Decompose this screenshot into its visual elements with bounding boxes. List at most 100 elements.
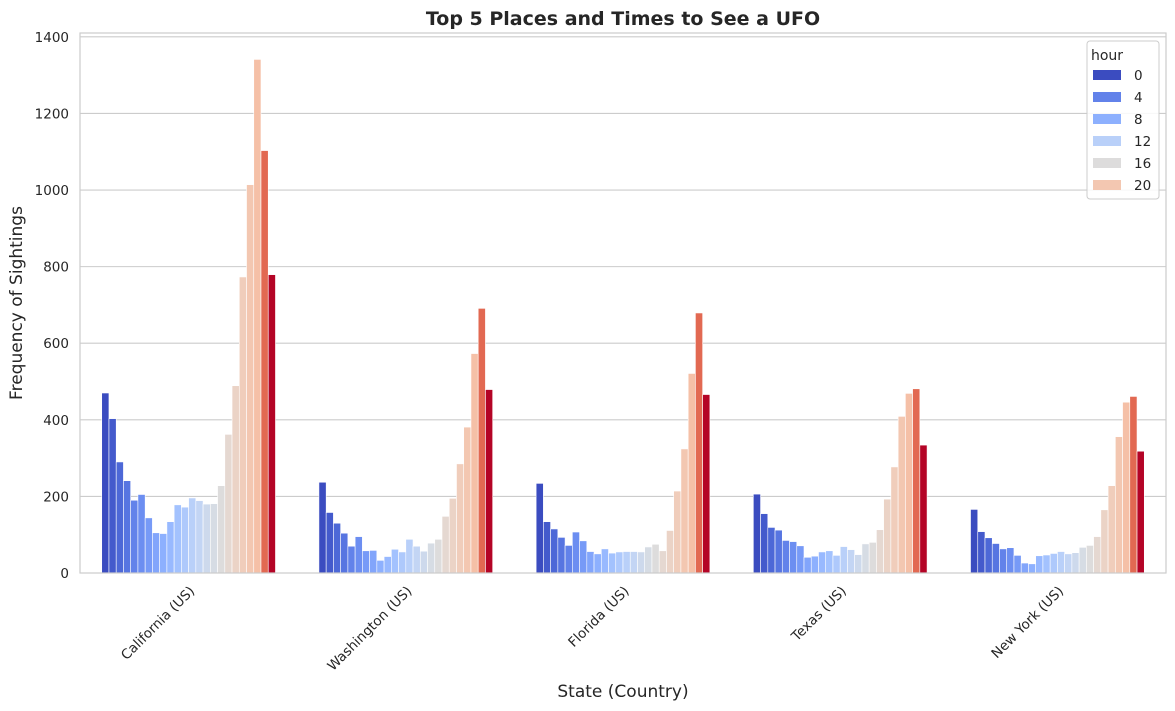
bar-california-hour-11 <box>181 506 189 574</box>
y-tick-label: 800 <box>43 260 69 276</box>
bar-new-hour-22 <box>1129 396 1138 574</box>
legend-label: 12 <box>1134 134 1151 150</box>
legend-title: hour <box>1091 48 1123 64</box>
bar-florida-hour-2 <box>550 528 559 574</box>
bar-washington-hour-3 <box>340 532 349 574</box>
plot-frame <box>79 32 1167 574</box>
bar-california-hour-22 <box>260 150 269 574</box>
bar-florida-hour-12 <box>622 551 631 574</box>
bar-california-hour-21 <box>253 59 262 574</box>
bar-california-hour-2 <box>115 461 124 574</box>
bar-texas-hour-19 <box>890 466 899 574</box>
bar-california-hour-3 <box>123 480 131 574</box>
bar-washington-hour-14 <box>419 550 428 574</box>
bar-washington-hour-7 <box>369 550 378 574</box>
bar-california-hour-10 <box>173 504 182 574</box>
bar-texas-hour-23 <box>919 444 928 574</box>
bar-washington-hour-9 <box>383 556 392 574</box>
legend-label: 0 <box>1134 68 1143 84</box>
bar-texas-hour-2 <box>767 527 776 574</box>
bar-california-hour-19 <box>238 276 247 574</box>
bar-new-hour-0 <box>970 509 979 574</box>
legend-swatch <box>1093 158 1121 168</box>
bar-washington-hour-22 <box>477 308 486 574</box>
bar-texas-hour-20 <box>897 416 906 574</box>
chart-title: Top 5 Places and Times to See a UFO <box>426 8 820 30</box>
bar-florida-hour-16 <box>651 543 660 574</box>
bar-california-hour-17 <box>224 434 233 574</box>
bar-california-hour-9 <box>166 521 175 574</box>
legend-label: 20 <box>1134 178 1151 194</box>
bar-new-hour-11 <box>1049 553 1058 574</box>
y-tick-label: 400 <box>43 413 69 429</box>
bar-washington-hour-15 <box>427 542 436 574</box>
bar-california-hour-7 <box>152 532 160 574</box>
bars <box>101 59 1145 574</box>
bar-florida-hour-23 <box>702 394 711 574</box>
bar-new-hour-7 <box>1020 562 1029 574</box>
bar-new-hour-4 <box>999 548 1008 574</box>
bar-texas-hour-6 <box>796 545 805 574</box>
legend-label: 16 <box>1134 156 1151 172</box>
legend: hour 0 4 8 12 16 20 <box>1086 40 1160 200</box>
bar-washington-hour-4 <box>347 545 356 574</box>
legend-label: 8 <box>1134 112 1143 128</box>
bar-california-hour-20 <box>246 184 255 574</box>
bar-florida-hour-13 <box>629 551 638 574</box>
bar-washington-hour-8 <box>376 560 385 574</box>
bar-florida-hour-7 <box>586 551 595 574</box>
bar-texas-hour-8 <box>810 555 819 574</box>
bar-texas-hour-14 <box>854 554 863 574</box>
bar-california-hour-4 <box>130 499 139 574</box>
legend-swatch <box>1093 114 1121 124</box>
bar-california-hour-15 <box>210 503 218 574</box>
bar-washington-hour-19 <box>456 463 465 574</box>
bar-new-hour-8 <box>1028 563 1036 574</box>
bar-texas-hour-18 <box>883 498 892 574</box>
bar-texas-hour-1 <box>760 513 769 574</box>
bar-california-hour-5 <box>137 494 146 574</box>
bar-new-hour-10 <box>1042 554 1051 574</box>
bar-florida-hour-10 <box>608 552 617 574</box>
bar-new-hour-13 <box>1064 553 1073 574</box>
bar-california-hour-6 <box>144 517 153 574</box>
y-tick-label: 0 <box>60 566 69 582</box>
bar-washington-hour-2 <box>333 522 341 574</box>
bar-new-hour-6 <box>1013 555 1022 574</box>
y-tick-label: 200 <box>43 489 69 505</box>
bar-florida-hour-3 <box>557 537 566 574</box>
bar-washington-hour-17 <box>441 516 450 574</box>
bar-texas-hour-21 <box>905 393 913 574</box>
bar-california-hour-8 <box>159 533 168 574</box>
bar-washington-hour-11 <box>398 551 407 574</box>
bar-washington-hour-12 <box>405 538 414 574</box>
bar-new-hour-19 <box>1107 485 1116 574</box>
bar-california-hour-0 <box>101 392 110 574</box>
x-axis-label: State (Country) <box>557 682 688 702</box>
bar-new-hour-20 <box>1115 436 1123 574</box>
bar-california-hour-14 <box>202 503 211 574</box>
bar-washington-hour-6 <box>362 550 370 574</box>
bar-new-hour-14 <box>1071 552 1080 574</box>
bar-florida-hour-8 <box>593 553 602 574</box>
y-tick-labels: 0 200 400 600 800 1000 1200 1400 <box>35 30 69 582</box>
bar-texas-hour-4 <box>781 540 790 574</box>
bar-new-hour-9 <box>1035 555 1044 574</box>
bar-texas-hour-16 <box>868 542 877 574</box>
y-axis-label: Frequency of Sightings <box>7 206 27 400</box>
bar-texas-hour-22 <box>912 388 921 574</box>
bar-new-hour-1 <box>977 531 986 574</box>
y-tick-label: 1400 <box>35 30 69 46</box>
bar-new-hour-16 <box>1086 545 1094 574</box>
legend-label: 4 <box>1134 90 1143 106</box>
bar-washington-hour-0 <box>318 481 327 574</box>
bar-florida-hour-9 <box>600 548 609 574</box>
bar-florida-hour-22 <box>695 312 703 574</box>
bar-texas-hour-3 <box>774 529 783 574</box>
bar-florida-hour-18 <box>666 530 674 574</box>
legend-swatch <box>1093 136 1121 146</box>
bar-florida-hour-11 <box>615 551 624 574</box>
bar-new-hour-15 <box>1078 547 1087 574</box>
bar-california-hour-18 <box>231 385 240 574</box>
